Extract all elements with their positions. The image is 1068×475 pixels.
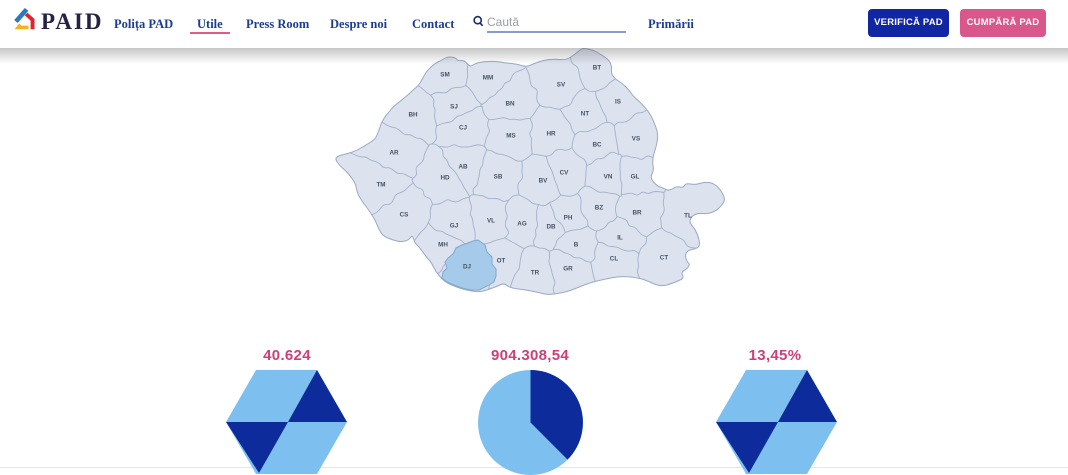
svg-text:CS: CS bbox=[400, 211, 409, 218]
svg-text:CT: CT bbox=[660, 254, 669, 261]
svg-text:BT: BT bbox=[593, 64, 602, 71]
svg-text:BC: BC bbox=[592, 141, 602, 148]
svg-text:VS: VS bbox=[632, 135, 640, 142]
svg-text:GL: GL bbox=[631, 173, 640, 180]
svg-text:BV: BV bbox=[539, 177, 549, 184]
svg-text:HR: HR bbox=[546, 130, 556, 137]
svg-text:CL: CL bbox=[610, 255, 619, 262]
svg-text:MH: MH bbox=[438, 241, 448, 248]
svg-text:IL: IL bbox=[617, 234, 623, 241]
svg-text:AG: AG bbox=[517, 220, 527, 227]
svg-text:IS: IS bbox=[615, 98, 621, 105]
svg-text:CV: CV bbox=[560, 169, 570, 176]
svg-text:SB: SB bbox=[494, 173, 503, 180]
svg-text:MM: MM bbox=[483, 74, 494, 81]
svg-text:SM: SM bbox=[440, 71, 449, 78]
svg-text:BZ: BZ bbox=[595, 204, 604, 211]
svg-text:VL: VL bbox=[487, 217, 495, 224]
svg-text:TM: TM bbox=[376, 181, 385, 188]
svg-text:HD: HD bbox=[440, 174, 450, 181]
svg-text:DB: DB bbox=[546, 223, 556, 230]
svg-text:SJ: SJ bbox=[450, 103, 458, 110]
svg-text:GJ: GJ bbox=[450, 222, 459, 229]
svg-text:B: B bbox=[574, 241, 579, 248]
svg-text:VN: VN bbox=[604, 173, 613, 180]
svg-text:DJ: DJ bbox=[463, 263, 472, 270]
svg-text:MS: MS bbox=[506, 132, 515, 139]
svg-text:BN: BN bbox=[505, 100, 515, 107]
svg-text:BR: BR bbox=[632, 209, 642, 216]
svg-text:AR: AR bbox=[389, 149, 399, 156]
svg-text:NT: NT bbox=[581, 110, 590, 117]
svg-text:TL: TL bbox=[684, 212, 692, 219]
svg-text:GR: GR bbox=[563, 265, 573, 272]
svg-text:PH: PH bbox=[564, 214, 573, 221]
svg-text:CJ: CJ bbox=[459, 124, 468, 131]
svg-text:OT: OT bbox=[497, 257, 506, 264]
svg-text:AB: AB bbox=[458, 163, 468, 170]
svg-text:SV: SV bbox=[557, 81, 566, 88]
svg-text:BH: BH bbox=[408, 111, 418, 118]
svg-text:TR: TR bbox=[531, 269, 540, 276]
